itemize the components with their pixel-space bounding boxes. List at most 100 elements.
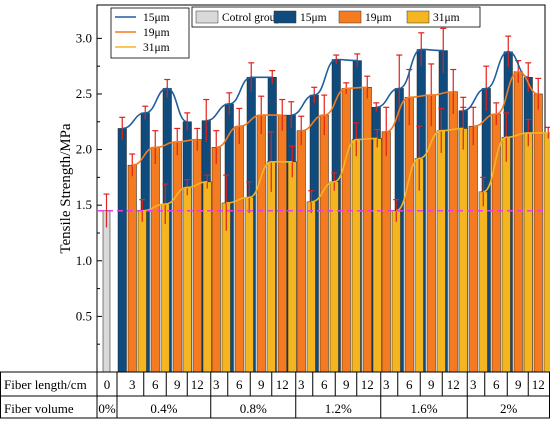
legend-bar-label: Cotrol group [222,12,281,24]
bar-2-2-0 [306,201,316,373]
bar-2-1-1 [244,197,254,373]
bar-2-2-2 [351,139,361,373]
volume-cell: 1.2% [325,401,352,416]
trend-line-0-2 [291,58,358,116]
y-axis-label: Tensile Strength/MPa [58,123,74,254]
legend-bar-label: 31μm [433,12,460,24]
volume-cell: 0% [98,401,116,416]
bar-1-0-1 [150,147,160,373]
length-cell: 12 [361,377,374,392]
y-tick-label: 2.5 [76,86,92,101]
bar-1-2-3 [362,87,372,373]
trend-line-0-0 [122,87,188,130]
bar-1-2-0 [296,130,306,373]
trend-line-1-1 [216,114,283,149]
legend-lines: 15μm 19μm 31μm [110,7,190,59]
length-cell: 3 [298,377,305,392]
bar-2-2-3 [372,138,382,373]
legend-line-label: 15μm [143,12,170,24]
bar-1-0-0 [127,164,137,373]
bar-2-3-0 [391,210,401,373]
length-cell: 9 [515,377,522,392]
y-tick-label: 1.0 [76,253,92,268]
trend-line-0-3 [376,48,444,109]
bar-2-1-3 [287,161,297,373]
bar-2-0-2 [182,187,192,373]
length-cell: 12 [447,377,460,392]
length-cell: 9 [258,377,265,392]
trend-line-2-3 [395,127,464,212]
trend-line-0-4 [463,50,529,112]
bar-2-1-2 [266,161,276,373]
y-tick-label: 2.0 [76,142,92,157]
bar-1-4-2 [513,71,523,373]
length-cell: 6 [236,377,243,392]
row-label-fiber-volume: Fiber volume [4,401,74,416]
legend-bar-swatch [273,10,297,24]
length-cell: 12 [276,377,289,392]
length-cell: 3 [213,377,220,392]
bar-2-4-1 [501,137,511,373]
legend-bars: Cotrol group 15μm 19μm 31μm [191,6,481,28]
trend-line-2-2 [311,137,378,203]
bar-2-3-2 [436,130,446,373]
row-label-fiber-length: Fiber length/cm [4,377,87,392]
bar-1-0-2 [172,141,182,373]
bar-2-0-0 [137,210,147,373]
bar-0-0-0 [117,128,127,373]
bar-1-1-2 [256,114,266,373]
bar-2-3-3 [458,128,468,373]
length-cell: 3 [383,377,390,392]
length-cell: 3 [470,377,477,392]
length-cell: 6 [152,377,159,392]
legend-line-label: 19μm [143,27,170,39]
trend-line-2-4 [482,132,549,193]
bar-2-4-2 [523,132,533,373]
bar-1-0-3 [192,139,202,373]
length-cell: 12 [532,377,545,392]
length-cell: 12 [191,377,204,392]
bar-1-4-1 [491,113,501,373]
bar-1-4-0 [468,125,478,373]
y-tick-label: 1.5 [76,197,92,212]
volume-cell: 0.4% [150,401,177,416]
bar-1-3-0 [381,131,391,373]
bar-2-4-3 [543,132,550,373]
trend-line-1-3 [385,90,454,133]
volume-cell: 0.8% [240,401,267,416]
length-cell: 9 [343,377,350,392]
bar-1-4-3 [533,93,543,373]
bar-2-4-0 [478,191,488,373]
trend-line-2-0 [142,181,208,212]
legend-bar-swatch [406,10,430,24]
legend-bar-swatch [195,10,219,24]
trend-line-1-4 [473,70,539,128]
volume-cell: 2% [500,401,518,416]
y-tick-label: 3.0 [76,30,92,45]
legend-bar-swatch [338,10,362,24]
length-cell: 0 [104,377,111,392]
length-cell: 6 [406,377,413,392]
bar-1-3-1 [404,97,414,373]
length-cell: 6 [321,377,328,392]
bar-1-1-3 [277,114,287,373]
bar-1-3-3 [448,91,458,373]
y-tick-label: 0.5 [76,308,92,323]
length-cell: 9 [174,377,181,392]
bar-1-2-1 [319,114,329,373]
volume-cell: 1.6% [410,401,437,416]
legend-bar-label: 19μm [365,12,392,24]
bar-1-1-0 [211,147,221,373]
legend-line-label: 31μm [143,42,170,54]
bar-1-2-2 [341,88,351,373]
length-cell: 3 [129,377,136,392]
trend-line-1-0 [132,138,198,166]
bar-control-group [102,210,111,373]
legend-bar-label: 15μm [300,12,327,24]
bar-2-0-1 [160,203,170,373]
trend-line-1-2 [301,86,368,132]
bar-1-1-1 [234,125,244,373]
trend-line-2-1 [226,161,293,204]
